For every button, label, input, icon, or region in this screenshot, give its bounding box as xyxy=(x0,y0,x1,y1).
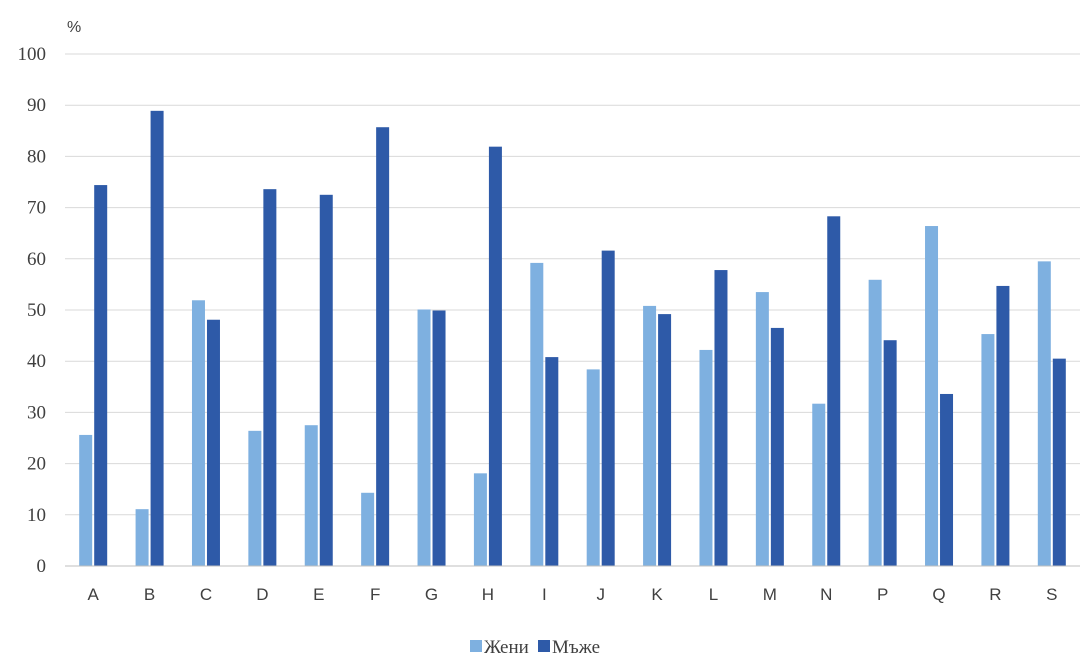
y-axis-unit-label: % xyxy=(67,19,81,36)
y-axis-ticks: 0 10 20 30 40 50 60 70 80 90 100 xyxy=(18,44,47,577)
x-tick-label: F xyxy=(370,585,380,604)
x-tick-label: S xyxy=(1046,585,1057,604)
bar-zheni-C xyxy=(191,300,205,566)
legend-swatch xyxy=(470,640,482,652)
bar-zheni-S xyxy=(1037,261,1051,566)
x-tick-label: D xyxy=(256,585,268,604)
x-tick-label: K xyxy=(651,585,663,604)
y-tick-label: 40 xyxy=(27,351,46,372)
bar-zheni-E xyxy=(304,425,318,566)
y-tick-label: 50 xyxy=(27,300,46,321)
bar-zheni-G xyxy=(417,309,431,566)
x-tick-label: C xyxy=(200,585,212,604)
bar-zheni-A xyxy=(79,434,93,566)
bar-mazhe-K xyxy=(658,314,672,566)
y-tick-label: 100 xyxy=(18,44,47,65)
x-tick-label: P xyxy=(877,585,888,604)
bar-zheni-H xyxy=(473,473,487,566)
bar-mazhe-R xyxy=(996,285,1010,566)
y-tick-label: 80 xyxy=(27,146,46,167)
x-tick-label: J xyxy=(596,585,605,604)
y-tick-label: 30 xyxy=(27,402,46,423)
bar-zheni-R xyxy=(981,334,995,566)
bar-mazhe-Q xyxy=(940,393,954,566)
x-tick-label: G xyxy=(425,585,438,604)
bar-zheni-I xyxy=(530,262,544,566)
x-tick-label: Q xyxy=(932,585,945,604)
x-tick-label: H xyxy=(482,585,494,604)
x-tick-label: M xyxy=(763,585,777,604)
bar-zheni-K xyxy=(643,305,657,566)
gridlines xyxy=(65,53,1080,516)
bar-zheni-L xyxy=(699,349,713,566)
bar-mazhe-J xyxy=(601,250,615,566)
bar-mazhe-H xyxy=(488,146,502,566)
legend: Жени Мъже xyxy=(470,637,600,656)
bar-zheni-D xyxy=(248,430,262,566)
x-tick-label: R xyxy=(989,585,1001,604)
bar-zheni-N xyxy=(812,403,826,566)
bar-zheni-Q xyxy=(925,226,939,567)
x-tick-label: A xyxy=(88,585,100,604)
x-tick-label: N xyxy=(820,585,832,604)
x-tick-label: L xyxy=(709,585,718,604)
bar-mazhe-G xyxy=(432,310,446,566)
bar-mazhe-C xyxy=(206,319,220,566)
bars xyxy=(79,110,1066,567)
bar-mazhe-P xyxy=(883,340,897,566)
bar-zheni-P xyxy=(868,279,882,566)
x-tick-label: I xyxy=(542,585,547,604)
x-tick-label: B xyxy=(144,585,155,604)
legend-label: Жени xyxy=(484,637,529,656)
y-tick-label: 70 xyxy=(27,198,46,219)
y-tick-label: 90 xyxy=(27,95,46,116)
bar-mazhe-I xyxy=(545,357,559,566)
bar-mazhe-D xyxy=(263,189,277,566)
bar-zheni-B xyxy=(135,509,149,566)
legend-swatch xyxy=(538,640,550,652)
y-tick-label: 60 xyxy=(27,249,46,270)
bar-mazhe-A xyxy=(94,185,108,566)
y-tick-label: 20 xyxy=(27,454,46,475)
y-tick-label: 0 xyxy=(37,556,47,577)
bar-zheni-F xyxy=(361,492,375,566)
y-tick-label: 10 xyxy=(27,505,46,526)
bar-mazhe-N xyxy=(827,216,841,566)
bar-zheni-J xyxy=(586,369,600,566)
x-tick-label: E xyxy=(313,585,324,604)
bar-mazhe-S xyxy=(1052,358,1066,566)
legend-label: Мъже xyxy=(552,637,600,656)
bar-zheni-M xyxy=(755,292,769,566)
bar-mazhe-L xyxy=(714,270,728,566)
bar-mazhe-E xyxy=(319,194,333,567)
bar-mazhe-M xyxy=(770,327,784,566)
bar-mazhe-B xyxy=(150,110,164,566)
bar-mazhe-F xyxy=(376,127,390,566)
